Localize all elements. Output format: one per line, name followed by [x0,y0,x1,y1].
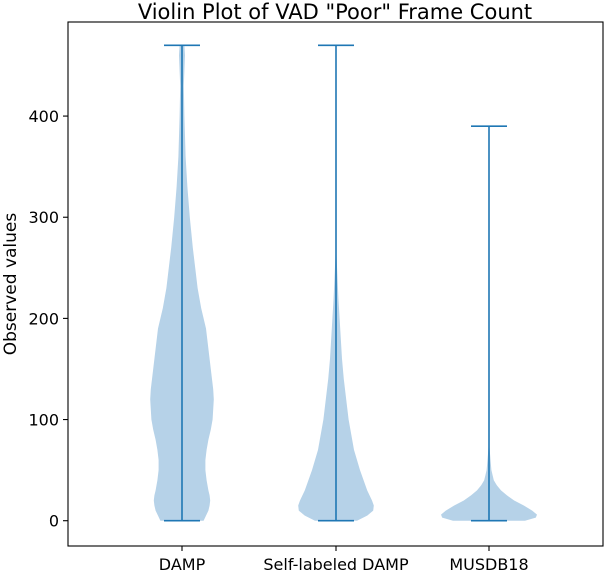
chart-title: Violin Plot of VAD "Poor" Frame Count [138,0,532,24]
violins-layer [150,45,537,521]
y-axis-label: Observed values [1,213,21,356]
whiskers-layer [164,44,507,522]
y-tick-label: 300 [28,208,59,227]
x-axis-ticks: DAMP Self-labeled DAMP MUSDB18 [159,546,529,574]
y-tick-label: 0 [49,512,59,531]
x-tick-label: DAMP [159,555,206,570]
x-tick-label: Self-labeled DAMP [263,555,409,570]
y-tick-label: 400 [28,107,59,126]
y-tick-label: 100 [28,411,59,430]
x-tick-label: MUSDB18 [449,555,528,570]
y-axis-ticks: 0 100 200 300 400 [28,107,68,531]
y-tick-label: 200 [28,309,59,328]
